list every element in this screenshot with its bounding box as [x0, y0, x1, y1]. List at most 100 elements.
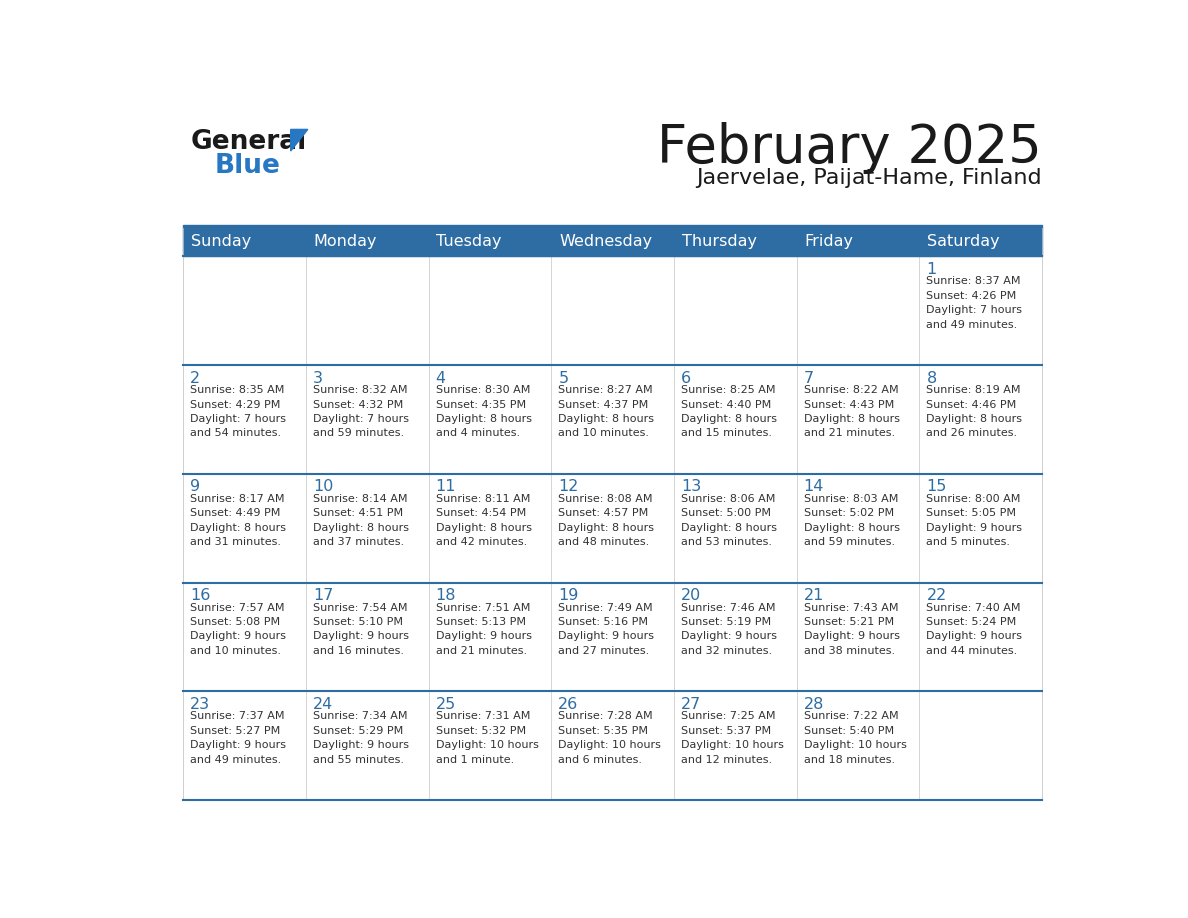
Text: Jaervelae, Paijat-Hame, Finland: Jaervelae, Paijat-Hame, Finland: [696, 168, 1042, 188]
Text: Sunrise: 8:00 AM
Sunset: 5:05 PM
Daylight: 9 hours
and 5 minutes.: Sunrise: 8:00 AM Sunset: 5:05 PM Dayligh…: [927, 494, 1023, 547]
Text: Sunrise: 8:08 AM
Sunset: 4:57 PM
Daylight: 8 hours
and 48 minutes.: Sunrise: 8:08 AM Sunset: 4:57 PM Dayligh…: [558, 494, 655, 547]
Bar: [551, 474, 674, 583]
Bar: [551, 227, 674, 256]
Bar: [674, 583, 797, 691]
Text: 28: 28: [804, 697, 824, 711]
Text: Sunrise: 8:37 AM
Sunset: 4:26 PM
Daylight: 7 hours
and 49 minutes.: Sunrise: 8:37 AM Sunset: 4:26 PM Dayligh…: [927, 276, 1023, 330]
Bar: [674, 365, 797, 474]
Text: 16: 16: [190, 588, 210, 603]
Bar: [307, 227, 429, 256]
Text: Tuesday: Tuesday: [436, 234, 503, 250]
Bar: [429, 365, 551, 474]
Bar: [920, 365, 1042, 474]
Bar: [307, 256, 429, 365]
Text: Sunrise: 7:54 AM
Sunset: 5:10 PM
Daylight: 9 hours
and 16 minutes.: Sunrise: 7:54 AM Sunset: 5:10 PM Dayligh…: [312, 602, 409, 655]
Text: 19: 19: [558, 588, 579, 603]
Text: Sunrise: 7:22 AM
Sunset: 5:40 PM
Daylight: 10 hours
and 18 minutes.: Sunrise: 7:22 AM Sunset: 5:40 PM Dayligh…: [804, 711, 906, 765]
Text: Sunrise: 8:11 AM
Sunset: 4:54 PM
Daylight: 8 hours
and 42 minutes.: Sunrise: 8:11 AM Sunset: 4:54 PM Dayligh…: [436, 494, 532, 547]
Bar: [429, 227, 551, 256]
Bar: [429, 256, 551, 365]
Text: Sunrise: 8:06 AM
Sunset: 5:00 PM
Daylight: 8 hours
and 53 minutes.: Sunrise: 8:06 AM Sunset: 5:00 PM Dayligh…: [681, 494, 777, 547]
Text: 6: 6: [681, 371, 691, 386]
Text: Sunrise: 8:22 AM
Sunset: 4:43 PM
Daylight: 8 hours
and 21 minutes.: Sunrise: 8:22 AM Sunset: 4:43 PM Dayligh…: [804, 386, 899, 439]
Text: 12: 12: [558, 479, 579, 494]
Text: Sunrise: 7:40 AM
Sunset: 5:24 PM
Daylight: 9 hours
and 44 minutes.: Sunrise: 7:40 AM Sunset: 5:24 PM Dayligh…: [927, 602, 1023, 655]
Bar: [429, 691, 551, 800]
Text: 14: 14: [804, 479, 824, 494]
Bar: [797, 365, 920, 474]
Bar: [183, 474, 307, 583]
Bar: [429, 474, 551, 583]
Text: Sunrise: 7:28 AM
Sunset: 5:35 PM
Daylight: 10 hours
and 6 minutes.: Sunrise: 7:28 AM Sunset: 5:35 PM Dayligh…: [558, 711, 662, 765]
Text: Sunrise: 7:34 AM
Sunset: 5:29 PM
Daylight: 9 hours
and 55 minutes.: Sunrise: 7:34 AM Sunset: 5:29 PM Dayligh…: [312, 711, 409, 765]
Text: 15: 15: [927, 479, 947, 494]
Text: Sunrise: 8:03 AM
Sunset: 5:02 PM
Daylight: 8 hours
and 59 minutes.: Sunrise: 8:03 AM Sunset: 5:02 PM Dayligh…: [804, 494, 899, 547]
Text: 24: 24: [312, 697, 334, 711]
Bar: [920, 227, 1042, 256]
Bar: [551, 365, 674, 474]
Text: 18: 18: [436, 588, 456, 603]
Polygon shape: [291, 129, 308, 151]
Bar: [797, 227, 920, 256]
Text: 20: 20: [681, 588, 701, 603]
Text: Sunrise: 7:46 AM
Sunset: 5:19 PM
Daylight: 9 hours
and 32 minutes.: Sunrise: 7:46 AM Sunset: 5:19 PM Dayligh…: [681, 602, 777, 655]
Bar: [307, 691, 429, 800]
Text: 27: 27: [681, 697, 701, 711]
Text: Saturday: Saturday: [927, 234, 1000, 250]
Bar: [797, 583, 920, 691]
Text: General: General: [191, 129, 308, 155]
Text: Sunrise: 8:14 AM
Sunset: 4:51 PM
Daylight: 8 hours
and 37 minutes.: Sunrise: 8:14 AM Sunset: 4:51 PM Dayligh…: [312, 494, 409, 547]
Text: 23: 23: [190, 697, 210, 711]
Bar: [183, 225, 1042, 227]
Text: 8: 8: [927, 371, 936, 386]
Bar: [551, 691, 674, 800]
Bar: [183, 691, 307, 800]
Bar: [797, 256, 920, 365]
Text: Sunrise: 7:49 AM
Sunset: 5:16 PM
Daylight: 9 hours
and 27 minutes.: Sunrise: 7:49 AM Sunset: 5:16 PM Dayligh…: [558, 602, 655, 655]
Text: 11: 11: [436, 479, 456, 494]
Text: Sunrise: 7:31 AM
Sunset: 5:32 PM
Daylight: 10 hours
and 1 minute.: Sunrise: 7:31 AM Sunset: 5:32 PM Dayligh…: [436, 711, 538, 765]
Bar: [674, 227, 797, 256]
Text: Sunrise: 8:19 AM
Sunset: 4:46 PM
Daylight: 8 hours
and 26 minutes.: Sunrise: 8:19 AM Sunset: 4:46 PM Dayligh…: [927, 386, 1023, 439]
Text: Thursday: Thursday: [682, 234, 757, 250]
Bar: [674, 691, 797, 800]
Text: 10: 10: [312, 479, 334, 494]
Bar: [797, 474, 920, 583]
Text: Wednesday: Wednesday: [560, 234, 652, 250]
Text: Friday: Friday: [804, 234, 853, 250]
Text: 1: 1: [927, 262, 936, 277]
Text: Sunrise: 7:43 AM
Sunset: 5:21 PM
Daylight: 9 hours
and 38 minutes.: Sunrise: 7:43 AM Sunset: 5:21 PM Dayligh…: [804, 602, 899, 655]
Bar: [183, 365, 307, 474]
Text: Sunrise: 8:25 AM
Sunset: 4:40 PM
Daylight: 8 hours
and 15 minutes.: Sunrise: 8:25 AM Sunset: 4:40 PM Dayligh…: [681, 386, 777, 439]
Bar: [797, 691, 920, 800]
Text: Blue: Blue: [214, 152, 280, 178]
Text: 2: 2: [190, 371, 201, 386]
Text: 25: 25: [436, 697, 456, 711]
Text: 13: 13: [681, 479, 701, 494]
Bar: [920, 583, 1042, 691]
Text: Sunrise: 7:51 AM
Sunset: 5:13 PM
Daylight: 9 hours
and 21 minutes.: Sunrise: 7:51 AM Sunset: 5:13 PM Dayligh…: [436, 602, 532, 655]
Text: Sunrise: 8:32 AM
Sunset: 4:32 PM
Daylight: 7 hours
and 59 minutes.: Sunrise: 8:32 AM Sunset: 4:32 PM Dayligh…: [312, 386, 409, 439]
Text: 4: 4: [436, 371, 446, 386]
Bar: [674, 474, 797, 583]
Text: 26: 26: [558, 697, 579, 711]
Text: Sunrise: 8:17 AM
Sunset: 4:49 PM
Daylight: 8 hours
and 31 minutes.: Sunrise: 8:17 AM Sunset: 4:49 PM Dayligh…: [190, 494, 286, 547]
Bar: [183, 227, 307, 256]
Bar: [307, 474, 429, 583]
Text: February 2025: February 2025: [657, 122, 1042, 174]
Bar: [551, 583, 674, 691]
Bar: [429, 583, 551, 691]
Text: Sunrise: 7:37 AM
Sunset: 5:27 PM
Daylight: 9 hours
and 49 minutes.: Sunrise: 7:37 AM Sunset: 5:27 PM Dayligh…: [190, 711, 286, 765]
Bar: [307, 583, 429, 691]
Text: Sunrise: 8:35 AM
Sunset: 4:29 PM
Daylight: 7 hours
and 54 minutes.: Sunrise: 8:35 AM Sunset: 4:29 PM Dayligh…: [190, 386, 286, 439]
Text: 22: 22: [927, 588, 947, 603]
Text: 17: 17: [312, 588, 334, 603]
Bar: [920, 474, 1042, 583]
Text: Sunrise: 7:25 AM
Sunset: 5:37 PM
Daylight: 10 hours
and 12 minutes.: Sunrise: 7:25 AM Sunset: 5:37 PM Dayligh…: [681, 711, 784, 765]
Text: Sunrise: 8:30 AM
Sunset: 4:35 PM
Daylight: 8 hours
and 4 minutes.: Sunrise: 8:30 AM Sunset: 4:35 PM Dayligh…: [436, 386, 532, 439]
Text: 7: 7: [804, 371, 814, 386]
Text: Sunday: Sunday: [191, 234, 252, 250]
Bar: [183, 583, 307, 691]
Bar: [307, 365, 429, 474]
Bar: [920, 691, 1042, 800]
